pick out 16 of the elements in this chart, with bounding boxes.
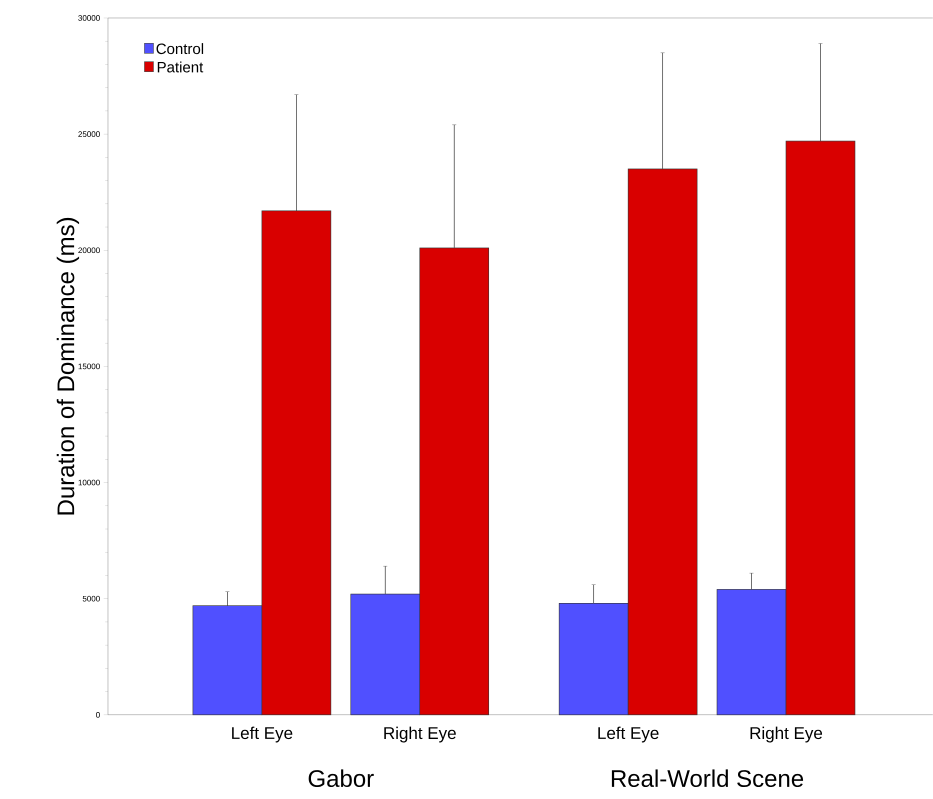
y-tick-label: 5000 bbox=[82, 596, 100, 602]
x-tick-label: Left Eye bbox=[232, 726, 292, 743]
x-tick-label: Right Eye bbox=[750, 726, 822, 743]
text: Gabor bbox=[308, 770, 374, 788]
y-tick-label: 0 bbox=[96, 712, 100, 718]
y-tick-label: 30000 bbox=[78, 15, 100, 21]
y-tick-label: 25000 bbox=[78, 131, 100, 138]
y-tick-label: 10000 bbox=[78, 480, 100, 486]
x-tick-label: Right Eye bbox=[384, 726, 456, 743]
y-tick-label: 15000 bbox=[78, 364, 100, 370]
y-tick-label: 20000 bbox=[78, 248, 100, 254]
y-axis-title: Duration of Dominance (ms) bbox=[56, 218, 80, 515]
x-tick-label: Left Eye bbox=[598, 726, 659, 743]
text: Real-World Scene bbox=[612, 770, 804, 788]
legend-label: Patient bbox=[158, 62, 204, 73]
legend-label: Control bbox=[156, 43, 204, 54]
